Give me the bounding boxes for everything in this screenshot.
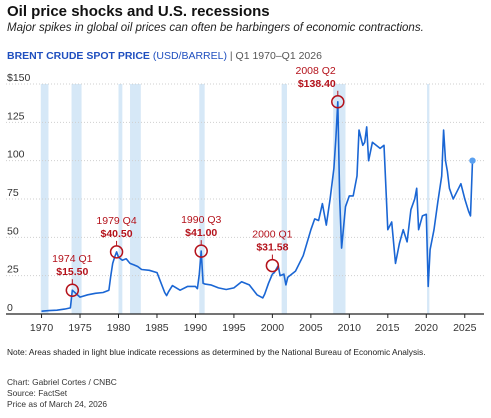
chart-credit: Chart: Gabriel Cortes / CNBC [7, 377, 117, 387]
x-tick-label: 2005 [299, 322, 323, 334]
x-tick-label: 2025 [453, 322, 477, 334]
price-date: Price as of March 24, 2026 [7, 399, 108, 409]
y-tick-label: 25 [7, 264, 19, 276]
credits: Chart: Gabriel Cortes / CNBC Source: Fac… [7, 377, 117, 410]
x-tick-label: 2010 [338, 322, 362, 334]
y-tick-label: 50 [7, 225, 19, 237]
annotation-date: 2000 Q1 [252, 229, 292, 241]
y-tick-label: 0 [7, 302, 13, 314]
recession-band [71, 84, 82, 314]
series-range: Q1 1970–Q1 2026 [235, 50, 322, 62]
x-tick-label: 2020 [415, 322, 439, 334]
recession-band [281, 84, 288, 314]
x-axis-ticks: 1970 1975 1980 1985 1990 1995 2000 2005 2010 2015… [30, 314, 477, 334]
annotation-date: 1974 Q1 [52, 253, 92, 265]
recession-band [427, 84, 430, 314]
chart-title: Oil price shocks and U.S. recessions [7, 3, 270, 20]
footnote: Note: Areas shaded in light blue indicat… [7, 347, 426, 357]
price-line-group [41, 101, 476, 312]
recession-band [40, 84, 49, 314]
gridlines [6, 83, 484, 315]
y-tick-label: 125 [7, 110, 25, 122]
annotation-value: $138.40 [298, 78, 336, 90]
y-tick-label: $150 [7, 72, 31, 84]
x-tick-label: 1975 [68, 322, 92, 334]
x-tick-label: 1990 [184, 322, 208, 334]
latest-price-point [469, 157, 476, 164]
annotation-date: 2008 Q2 [295, 65, 335, 77]
annotation-value: $40.50 [101, 228, 133, 240]
annotation-value: $31.58 [256, 242, 288, 254]
x-tick-label: 1980 [107, 322, 131, 334]
series-name: BRENT CRUDE SPOT PRICE [7, 50, 150, 62]
series-label: BRENT CRUDE SPOT PRICE (USD/BARREL) | Q1… [7, 50, 322, 62]
y-axis-ticks: 0 25 50 75 100 125 $150 [7, 72, 31, 314]
annotation-value: $15.50 [56, 266, 88, 278]
x-tick-label: 2015 [376, 322, 400, 334]
series-separator: | [229, 50, 233, 62]
source-credit: Source: FactSet [7, 388, 68, 398]
annotation-value: $41.00 [185, 227, 217, 239]
annotation-date: 1990 Q3 [181, 214, 221, 226]
y-tick-label: 75 [7, 187, 19, 199]
x-tick-label: 1985 [145, 322, 169, 334]
y-tick-label: 100 [7, 149, 25, 161]
x-tick-label: 1970 [30, 322, 54, 334]
price-line [41, 101, 474, 312]
annotation-circle [265, 258, 280, 273]
x-tick-label: 1995 [222, 322, 246, 334]
chart-subtitle: Major spikes in global oil prices can of… [7, 22, 424, 34]
x-tick-label: 2000 [261, 322, 285, 334]
annotations: 1974 Q1$15.50 1979 Q4$40.50 1990 Q3$41.00 2… [52, 65, 345, 297]
series-unit: (USD/BARREL) [152, 50, 227, 62]
annotation-date: 1979 Q4 [96, 215, 136, 227]
